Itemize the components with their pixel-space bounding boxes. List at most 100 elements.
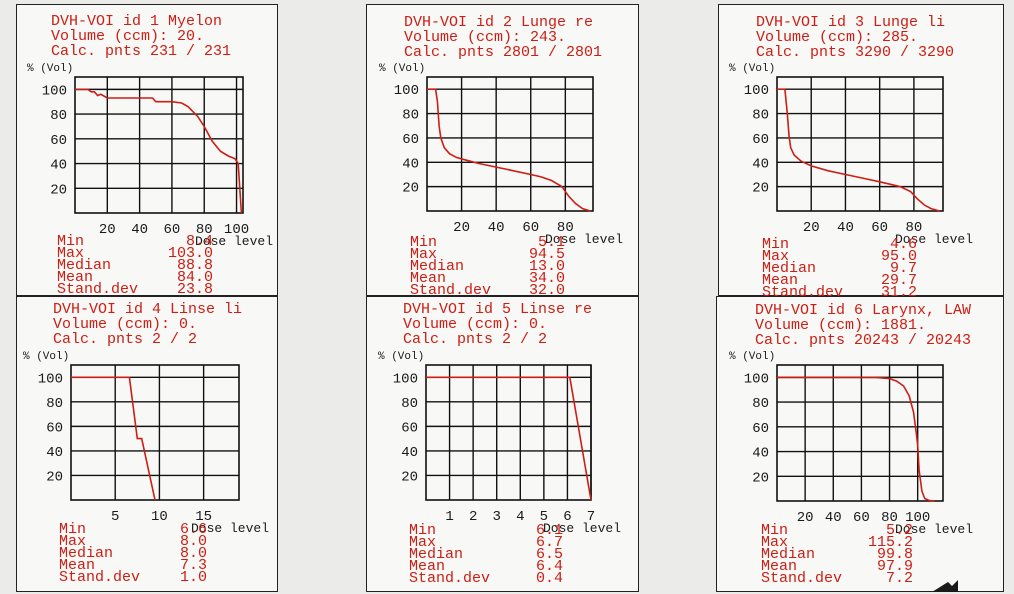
stat-label: Min [57, 233, 84, 250]
x-axis-label: Dose level [543, 521, 621, 536]
stat-value: 7.3 [180, 557, 207, 574]
stat-value: 32.0 [529, 282, 565, 299]
y-tick-label: 80 [752, 108, 769, 124]
y-tick-label: 60 [401, 420, 418, 436]
stat-value: 6.7 [536, 534, 563, 551]
x-tick-label: 5 [111, 509, 119, 525]
stat-label: Min [761, 522, 788, 539]
stat-label: Mean [762, 272, 798, 289]
corner-mark-icon [932, 580, 958, 592]
stat-label: Max [761, 534, 788, 551]
stat-value: 0.4 [536, 570, 563, 587]
y-tick-label: 20 [402, 181, 419, 197]
y-tick-label: 40 [752, 156, 769, 172]
x-tick-label: 60 [522, 220, 539, 236]
y-axis-label: % (Vol) [379, 63, 425, 75]
y-tick-label: 20 [752, 181, 769, 197]
header-line-1: DVH-VOI id 3 Lunge li [756, 14, 945, 31]
y-axis-label: % (Vol) [729, 63, 775, 75]
y-axis-label: % (Vol) [27, 63, 73, 75]
stat-label: Max [410, 246, 437, 263]
header-line-1: DVH-VOI id 5 Linse re [403, 301, 592, 318]
y-tick-label: 80 [50, 108, 67, 124]
stat-label: Median [410, 258, 464, 275]
header-line-3: Calc. pnts 2 / 2 [53, 331, 197, 348]
y-tick-label: 60 [46, 420, 63, 436]
dvh-curve [777, 88, 940, 212]
header-line-2: Volume (ccm): 1881. [755, 317, 926, 334]
y-axis-label: % (Vol) [23, 351, 69, 363]
dvh-panel-4: DVH-VOI id 4 Linse li Volume (ccm): 0. Cal… [16, 296, 278, 592]
x-tick-label: 40 [488, 220, 505, 236]
stat-value: 95.0 [881, 248, 917, 265]
x-tick-label: 80 [906, 220, 923, 236]
plot-frame [426, 76, 594, 212]
x-tick-label: 1 [445, 509, 453, 525]
plot-frame [425, 364, 592, 501]
stat-value: 6.6 [180, 521, 207, 538]
stat-value: 13.0 [529, 258, 565, 275]
y-tick-label: 80 [402, 108, 419, 124]
dvh-curve [71, 376, 156, 501]
y-tick-label: 80 [401, 396, 418, 412]
dvh-curve [427, 88, 591, 212]
stat-label: Max [762, 248, 789, 265]
x-tick-label: 20 [797, 510, 814, 526]
x-tick-label: 10 [151, 509, 168, 525]
x-tick-label: 3 [493, 509, 501, 525]
dvh-curve [75, 88, 243, 214]
stat-label: Min [409, 522, 436, 539]
header-line-2: Volume (ccm): 243. [404, 29, 566, 46]
stat-value: 29.7 [881, 272, 917, 289]
header-line-1: DVH-VOI id 4 Linse li [53, 301, 242, 318]
x-tick-label: 20 [453, 220, 470, 236]
stat-value: 94.5 [529, 246, 565, 263]
stat-label: Mean [410, 270, 446, 287]
stat-label: Stand.dev [410, 282, 491, 299]
stat-value: 99.8 [877, 546, 913, 563]
stat-value: 6.1 [536, 522, 563, 539]
stat-label: Min [762, 236, 789, 253]
stat-value: 4.6 [890, 236, 917, 253]
x-axis-label: Dose level [895, 522, 973, 537]
y-tick-label: 60 [50, 133, 67, 149]
stat-value: 88.8 [177, 257, 213, 274]
x-tick-label: 100 [224, 222, 249, 238]
x-tick-label: 20 [803, 220, 820, 236]
header-line-2: Volume (ccm): 0. [53, 316, 197, 333]
y-tick-label: 100 [38, 371, 63, 387]
stat-value: 103.0 [168, 245, 213, 262]
y-tick-label: 20 [752, 470, 769, 486]
stat-value: 115.2 [868, 534, 913, 551]
x-tick-label: 60 [853, 510, 870, 526]
y-tick-label: 80 [752, 396, 769, 412]
y-tick-label: 100 [42, 83, 67, 99]
x-tick-label: 80 [196, 222, 213, 238]
stat-label: Min [410, 234, 437, 251]
y-tick-label: 100 [744, 371, 769, 387]
dvh-panel-2: DVH-VOI id 2 Lunge re Volume (ccm): 243. C… [366, 4, 639, 299]
stat-label: Mean [57, 269, 93, 286]
stat-value: 8.0 [180, 545, 207, 562]
y-tick-label: 60 [752, 132, 769, 148]
x-axis-label: Dose level [545, 232, 623, 247]
x-tick-label: 6 [563, 509, 571, 525]
stat-value: 1.0 [180, 569, 207, 586]
stat-label: Stand.dev [761, 570, 842, 587]
plot-frame [74, 76, 244, 214]
stat-label: Mean [409, 558, 445, 575]
y-axis-label: % (Vol) [378, 351, 424, 363]
y-tick-label: 60 [402, 132, 419, 148]
plot-frame [776, 364, 944, 502]
y-tick-label: 20 [50, 182, 67, 198]
stat-value: 23.8 [177, 281, 213, 298]
y-tick-label: 40 [401, 445, 418, 461]
header-line-3: Calc. pnts 2 / 2 [403, 331, 547, 348]
dvh-panel-5: DVH-VOI id 5 Linse re Volume (ccm): 0. Cal… [366, 296, 639, 592]
stat-label: Min [59, 521, 86, 538]
x-tick-label: 60 [164, 222, 181, 238]
stat-value: 5.2 [886, 522, 913, 539]
